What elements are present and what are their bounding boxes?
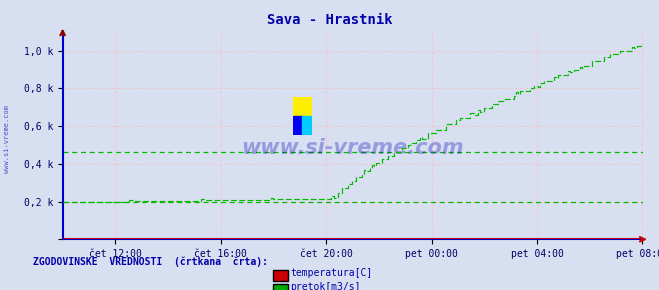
Text: temperatura[C]: temperatura[C]	[290, 268, 372, 278]
Text: www.si-vreme.com: www.si-vreme.com	[241, 138, 464, 158]
Bar	[293, 116, 302, 135]
Text: Sava - Hrastnik: Sava - Hrastnik	[267, 13, 392, 27]
Bar	[293, 97, 312, 116]
Text: www.si-vreme.com: www.si-vreme.com	[4, 105, 11, 173]
Text: pretok[m3/s]: pretok[m3/s]	[290, 282, 360, 290]
Bar	[302, 116, 312, 135]
Text: ZGODOVINSKE  VREDNOSTI  (črtkana  črta):: ZGODOVINSKE VREDNOSTI (črtkana črta):	[33, 257, 268, 267]
